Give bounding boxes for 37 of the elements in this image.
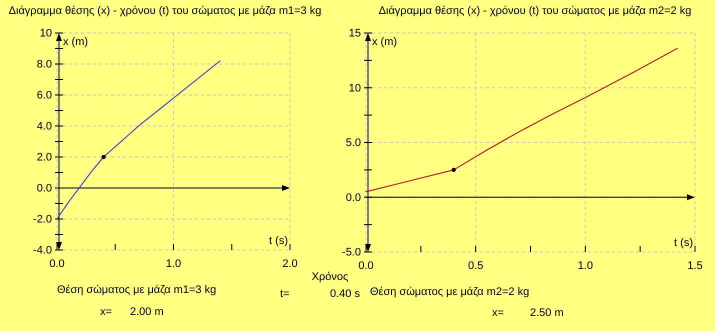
y-tick-label: -5.0 [342,246,361,259]
y-tick-label: 6.0 [36,90,52,102]
y-tick-label: 2.0 [36,152,52,164]
y-tick-label: -2.0 [33,214,52,226]
chart-title: Διάγραμμα θέσης (x) - χρόνου (t) του σώματος με μάζα m2=2 kg [378,5,692,17]
text: x= [492,307,504,319]
text: x= [100,306,112,318]
y-tick-label: 15 [348,28,361,40]
y-tick-label: 4.0 [36,120,52,133]
text: 0.40 s [330,288,360,300]
y-axis-title: x (m) [63,36,88,48]
y-tick-label: 10 [40,28,52,40]
y-tick-label: -4.0 [33,244,52,257]
text: t= [280,288,290,300]
y-tick-label: 10 [348,82,361,94]
line-series [366,48,678,192]
x-tick-label: 2.0 [282,258,298,270]
text: Θέση σώματος με μάζα m2=2 kg [370,286,530,298]
line-series [56,60,221,220]
y-tick-label: 0.0 [36,182,52,195]
text: 2.50 m [530,307,564,319]
x-tick-label: 0.0 [49,258,65,270]
x-axis-title: t (s) [674,237,693,249]
x-tick-label: 1.0 [166,258,182,270]
text: Θέση σώματος με μάζα m1=3 kg [57,284,216,296]
x-axis-title: t (s) [269,235,288,247]
x-tick-label: 0.5 [468,260,484,272]
x-tick-label: 1.0 [578,260,593,272]
text: 2.00 m [130,306,164,318]
y-tick-label: 8.0 [36,58,52,71]
y-tick-label: 5.0 [346,137,361,150]
chart-title: Διάγραμμα θέσης (x) - χρόνου (t) του σώματος με μάζα m1=3 kg [8,5,322,17]
x-tick-label: 1.5 [687,260,703,272]
text: Χρόνος [312,271,348,283]
x-tick-label: 0.0 [358,260,374,272]
y-axis-title: x (m) [372,36,398,48]
y-tick-label: 0.0 [346,192,361,204]
